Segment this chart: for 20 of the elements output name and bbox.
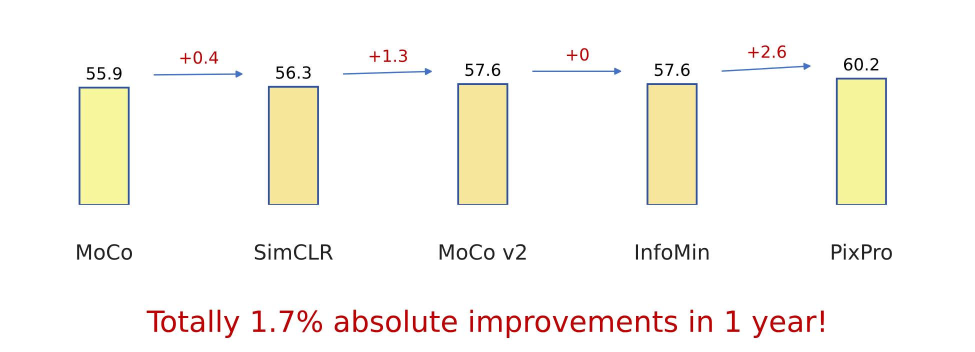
- x-tick-label: MoCo: [77, 244, 132, 260]
- bar: [457, 83, 508, 205]
- text: Totally 1.7% absolute improvements in 1 year!: [146, 310, 824, 338]
- x-tick-label: InfoMin: [636, 244, 709, 260]
- bar: [78, 86, 130, 205]
- x-tick-label: MoCo v2: [440, 244, 526, 260]
- x-tick-label: SimCLR: [254, 244, 333, 260]
- data-label: 55.9: [86, 67, 122, 80]
- x-tick-label: PixPro: [832, 244, 892, 260]
- text: +2.6: [748, 45, 786, 58]
- text: +1.3: [370, 49, 408, 62]
- data-label: 60.2: [844, 58, 878, 71]
- data-label: 57.6: [654, 64, 690, 76]
- bar: [646, 83, 698, 205]
- bar: [836, 78, 887, 205]
- text: +0: [566, 48, 589, 61]
- bar: [268, 86, 319, 205]
- data-label: 56.3: [276, 66, 311, 79]
- text: +0.4: [180, 51, 218, 64]
- data-label: 57.6: [466, 64, 500, 76]
